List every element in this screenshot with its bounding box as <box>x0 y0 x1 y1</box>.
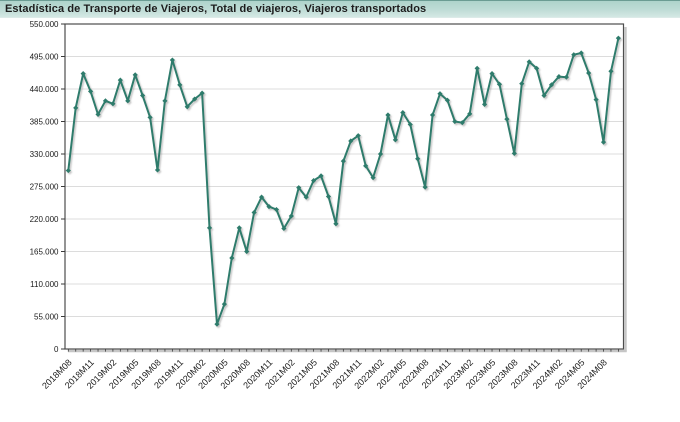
data-point-marker <box>229 255 235 261</box>
y-axis: 0 55.000 110.000 165.000 220.000 275.000 330.0… <box>30 20 65 354</box>
data-point-marker <box>73 105 79 111</box>
y-tick-label: 440.000 <box>30 85 59 94</box>
data-point-marker <box>258 194 265 200</box>
data-point-marker <box>102 98 109 104</box>
data-point-marker <box>132 72 138 78</box>
data-point-marker <box>318 173 324 179</box>
data-point-marker <box>407 121 413 128</box>
title-bar: Estadística de Transporte de Viajeros, T… <box>0 0 680 18</box>
data-point-marker <box>192 96 198 102</box>
data-point-marker <box>281 225 287 232</box>
data-point-marker <box>355 133 361 139</box>
data-point-marker <box>415 156 421 162</box>
data-point-marker <box>348 138 354 144</box>
data-point-marker <box>422 184 428 190</box>
data-point-marker <box>444 97 451 103</box>
data-point-marker <box>154 167 161 173</box>
data-point-marker <box>363 163 369 169</box>
data-point-marker <box>608 68 614 74</box>
y-tick-label: 385.000 <box>30 117 59 126</box>
data-point-marker <box>303 194 309 200</box>
data-point-marker <box>504 116 510 122</box>
y-tick-label: 550.000 <box>30 20 59 29</box>
data-point-marker <box>586 70 592 76</box>
page-title: Estadística de Transporte de Viajeros, T… <box>5 3 427 15</box>
data-point-marker <box>481 101 488 107</box>
data-point-marker <box>340 158 346 164</box>
data-point-marker <box>385 112 391 118</box>
data-series <box>65 35 621 327</box>
y-tick-label: 495.000 <box>30 52 59 61</box>
data-point-marker <box>147 114 153 120</box>
data-point-marker <box>600 139 607 145</box>
data-point-marker <box>162 98 168 104</box>
data-point-marker <box>199 90 205 96</box>
y-tick-label: 55.000 <box>34 312 59 321</box>
data-point-marker <box>429 112 436 118</box>
data-point-marker <box>571 52 577 58</box>
data-point-marker <box>437 91 443 97</box>
data-point-marker <box>541 92 547 99</box>
data-point-marker <box>65 167 71 174</box>
data-point-marker <box>496 81 503 87</box>
data-point-marker <box>615 35 621 41</box>
data-point-marker <box>474 65 480 71</box>
plot-frame-shadow <box>68 27 627 353</box>
data-point-marker <box>519 81 525 87</box>
data-point-marker <box>288 213 294 219</box>
data-point-marker <box>392 137 398 143</box>
data-point-marker <box>140 92 146 99</box>
data-point-marker <box>244 248 250 255</box>
data-point-marker <box>400 110 406 116</box>
data-point-marker <box>526 59 532 65</box>
y-tick-label: 220.000 <box>30 215 59 224</box>
data-point-marker <box>556 73 562 80</box>
y-tick-label: 275.000 <box>30 182 59 191</box>
data-point-marker <box>236 225 242 231</box>
data-line <box>67 37 620 326</box>
data-point-marker <box>377 151 384 157</box>
data-point-marker <box>80 71 86 77</box>
gridlines <box>65 56 624 317</box>
data-point-marker <box>563 74 569 80</box>
data-point-marker <box>206 225 213 231</box>
data-point-marker <box>251 209 257 216</box>
data-point-marker <box>459 120 465 126</box>
data-point-marker <box>273 206 280 213</box>
data-point-marker <box>125 98 131 104</box>
data-point-marker <box>311 177 317 184</box>
data-point-marker <box>370 175 376 181</box>
data-point-marker <box>184 104 190 110</box>
data-point-marker <box>296 185 302 191</box>
y-tick-label: 330.000 <box>30 150 59 159</box>
x-axis: 2018M082018M112019M022019M052019M082019M… <box>40 349 619 391</box>
data-point-marker <box>333 221 339 227</box>
data-point-marker <box>467 111 473 117</box>
data-point-marker <box>177 82 183 88</box>
y-tick-label: 0 <box>54 345 59 354</box>
data-point-marker <box>511 150 517 157</box>
y-tick-label: 165.000 <box>30 247 59 256</box>
data-point-marker <box>534 65 540 71</box>
data-point-marker <box>110 101 116 107</box>
data-point-marker <box>489 71 495 77</box>
data-point-marker <box>452 118 458 125</box>
data-point-marker <box>169 57 175 63</box>
data-point-marker <box>548 82 555 88</box>
y-tick-label: 110.000 <box>30 280 59 289</box>
data-point-marker <box>221 301 228 307</box>
data-point-marker <box>325 193 332 200</box>
data-point-marker <box>117 77 123 83</box>
data-point-marker <box>214 321 220 327</box>
data-point-marker <box>88 88 94 94</box>
data-point-marker <box>95 111 101 118</box>
data-point-marker <box>578 50 584 56</box>
data-point-marker <box>266 203 272 210</box>
data-point-marker <box>593 97 599 103</box>
